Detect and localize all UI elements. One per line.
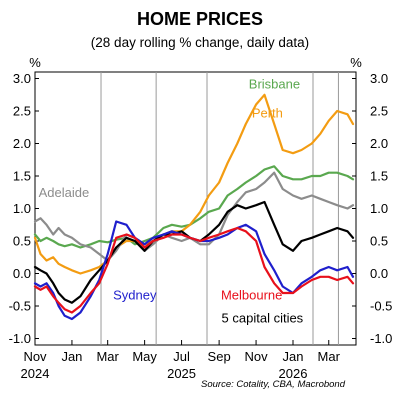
y-axis-unit-left: % (29, 55, 41, 70)
x-tick-label: Jan (61, 349, 82, 364)
y-tick-label-left: 2.0 (13, 136, 31, 151)
plot-area: 3.0 3.0 2.5 2.5 2.0 2.0 1.5 1.5 1.0 1.0 0.5 0.5 0.0 0… (9, 71, 393, 381)
y-tick-label-right: -1.0 (370, 331, 392, 346)
y-tick-label-left: 3.0 (13, 71, 31, 86)
x-tick-label: Sep (208, 349, 231, 364)
x-tick-label: Jan (283, 349, 304, 364)
x-tick-label: Mar (318, 349, 341, 364)
y-tick-label-right: 0.0 (370, 266, 388, 281)
y-axis-unit-right: % (350, 55, 362, 70)
source-note: Source: Cotality, CBA, Macrobond (201, 379, 346, 390)
y-tick-label-right: 1.0 (370, 201, 388, 216)
x-tick-label: Jul (173, 349, 190, 364)
x-tick-label: Nov (245, 349, 269, 364)
y-tick-label-left: -1.0 (9, 331, 31, 346)
y-tick-label-left: 1.0 (13, 201, 31, 216)
y-tick-label-right: 0.5 (370, 234, 388, 249)
series-label-perth: Perth (252, 106, 283, 121)
x-tick-year-label: 2025 (167, 366, 196, 381)
y-tick-label-right: 2.0 (370, 136, 388, 151)
x-tick-year-label: 2026 (279, 366, 308, 381)
chart-title: HOME PRICES (137, 9, 263, 29)
x-tick-label: May (132, 349, 157, 364)
x-tick-year-label: 2024 (21, 366, 50, 381)
y-tick-label-left: 1.5 (13, 169, 31, 184)
series-label-sydney: Sydney (113, 288, 157, 303)
y-tick-label-left: -0.5 (9, 299, 31, 314)
annotation-5-capital-cities: 5 capital cities (222, 310, 304, 325)
y-tick-label-left: 2.5 (13, 104, 31, 119)
series-label-melbourne: Melbourne (221, 288, 282, 303)
series-label-brisbane: Brisbane (249, 76, 300, 91)
series-label-adelaide: Adelaide (39, 185, 90, 200)
y-tick-label-right: 1.5 (370, 169, 388, 184)
series-line-melbourne (33, 226, 355, 314)
y-tick-label-left: 0.0 (13, 266, 31, 281)
chart-subtitle: (28 day rolling % change, daily data) (91, 35, 309, 50)
series-line-5-capital-cities (33, 200, 355, 304)
y-tick-label-left: 0.5 (13, 234, 31, 249)
series-line-adelaide (33, 171, 355, 262)
series-line-brisbane (33, 165, 355, 249)
y-tick-label-right: 2.5 (370, 104, 388, 119)
y-tick-label-right: 3.0 (370, 71, 388, 86)
y-tick-label-right: -0.5 (370, 299, 392, 314)
x-tick-label: Mar (96, 349, 119, 364)
series-line-perth (33, 93, 355, 275)
x-tick-label: Nov (23, 349, 47, 364)
